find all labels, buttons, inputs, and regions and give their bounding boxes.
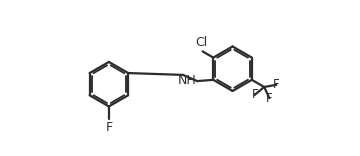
Text: Cl: Cl (195, 36, 207, 49)
Text: F: F (251, 88, 258, 101)
Text: F: F (273, 78, 280, 91)
Text: F: F (266, 92, 273, 105)
Text: F: F (105, 121, 112, 134)
Text: NH: NH (178, 74, 197, 87)
